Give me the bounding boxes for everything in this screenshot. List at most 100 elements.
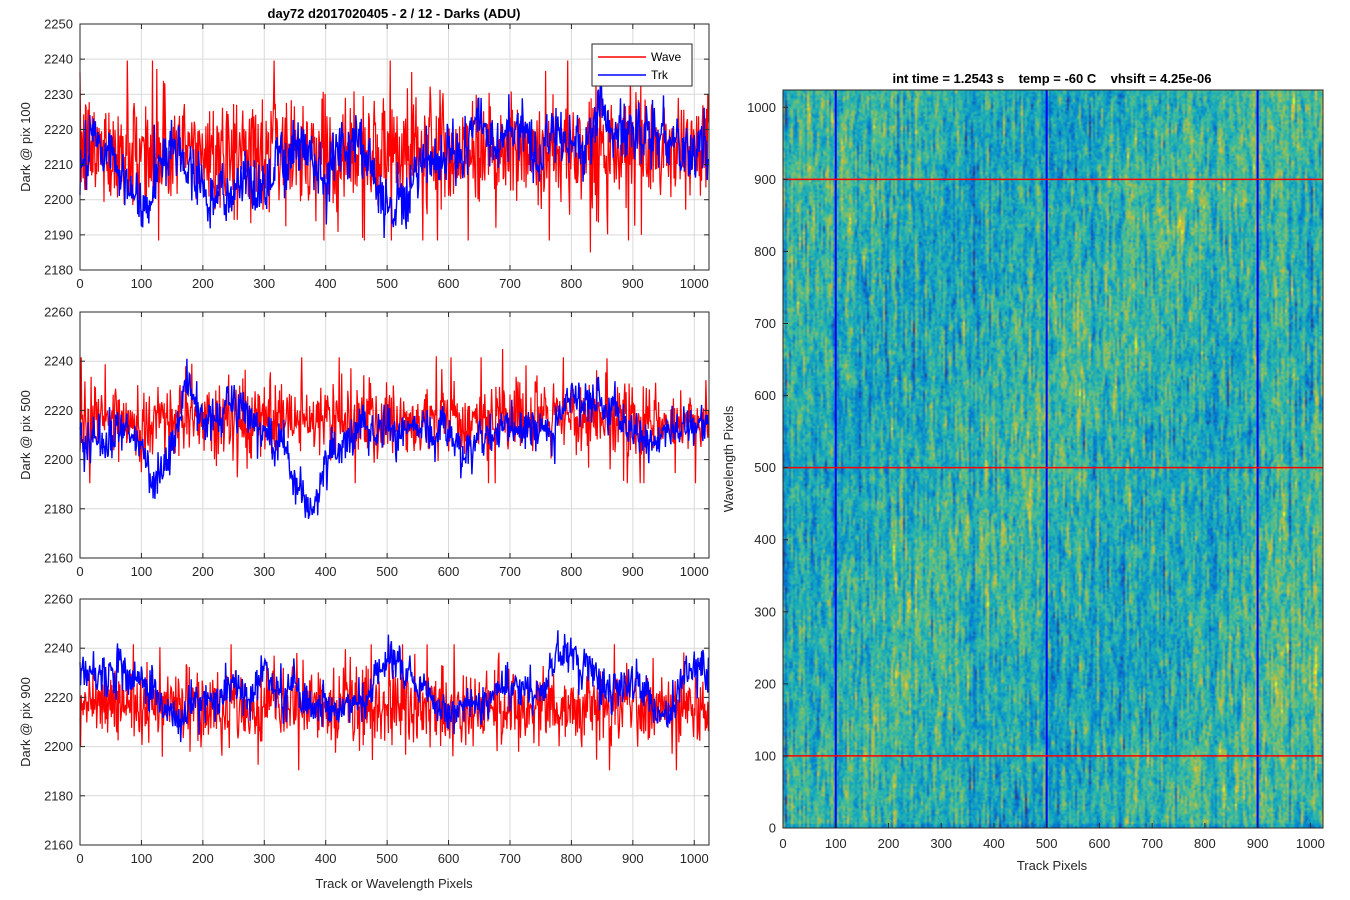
x-tick-label: 900: [622, 851, 644, 866]
figure-title: day72 d2017020405 - 2 / 12 - Darks (ADU): [268, 6, 521, 21]
y-tick-label: 2180: [44, 501, 73, 516]
x-tick-label: 800: [561, 276, 583, 291]
subplot-pix-100: 0 100 200 300 400 500 600 700 800 900 1000 2180 219…: [18, 6, 710, 291]
x-tick-label: 300: [253, 276, 275, 291]
y-tick-label: 2220: [44, 122, 73, 137]
x-tick-label: 200: [192, 851, 214, 866]
y-tick-label: 2260: [44, 592, 73, 607]
x-tick-label: 200: [192, 564, 214, 579]
x-tick-label: 700: [1141, 836, 1163, 851]
x-tick-label: 1000: [680, 851, 709, 866]
series-trk-pix-500: [79, 358, 710, 520]
x-tick-label: 100: [131, 851, 153, 866]
y-tick-label: 2190: [44, 227, 73, 242]
series-wave-pix-100: [79, 60, 709, 253]
ytick-labels-pix-100: 2180 2190 2200 2210 2220 2230 2240 2250: [44, 17, 709, 278]
legend-box: [591, 43, 693, 87]
x-tick-label: 400: [983, 836, 1005, 851]
x-tick-label: 200: [878, 836, 900, 851]
xtick-labels-pix-900: 0 100 200 300 400 500 600 700 800 900 1000: [76, 599, 709, 866]
y-tick-label: 2260: [44, 305, 73, 320]
axes-box-pix-500: [79, 311, 710, 559]
x-tick-label: 1000: [680, 564, 709, 579]
y-tick-label: 700: [754, 316, 776, 331]
x-tick-label: 500: [376, 276, 398, 291]
ytick-labels-pix-900: 2160 2180 2200 2220 2240 2260: [44, 592, 709, 853]
series-wave-pix-500: [79, 348, 709, 484]
x-tick-label: 300: [253, 851, 275, 866]
y-tick-label: 400: [754, 532, 776, 547]
legend-wave-label: Wave: [651, 50, 682, 64]
y-tick-label: 2160: [44, 838, 73, 853]
y-tick-label: 2180: [44, 788, 73, 803]
x-tick-label: 700: [499, 851, 521, 866]
x-tick-label: 900: [622, 276, 644, 291]
x-tick-label: 600: [438, 276, 460, 291]
series-trk-line: [79, 358, 710, 520]
legend: Wave Trk: [591, 43, 693, 87]
heatmap-image: [783, 90, 1323, 828]
legend-trk-label: Trk: [651, 68, 669, 82]
x-tick-label: 300: [253, 564, 275, 579]
y-tick-label: 1000: [747, 100, 776, 115]
x-tick-label: 100: [131, 564, 153, 579]
x-tick-label: 500: [376, 851, 398, 866]
x-tick-label: 600: [438, 851, 460, 866]
ylabel-pix-100: Dark @ pix 100: [18, 102, 33, 192]
y-tick-label: 0: [769, 821, 776, 836]
heatmap-title: int time = 1.2543 s temp = -60 C vhsift …: [892, 71, 1211, 86]
heatmap-ytick-labels: 0 100 200 300 400 500 600 700 800 900 1000: [747, 100, 788, 836]
series-trk-pix-100: [79, 83, 710, 239]
heatmap-xlabel: Track Pixels: [1017, 858, 1088, 873]
y-tick-label: 800: [754, 244, 776, 259]
y-tick-label: 500: [754, 460, 776, 475]
x-tick-label: 500: [376, 564, 398, 579]
x-tick-label: 700: [499, 276, 521, 291]
y-tick-label: 2200: [44, 192, 73, 207]
xtick-labels-pix-100: 0 100 200 300 400 500 600 700 800 900 1000: [76, 24, 709, 291]
x-tick-label: 800: [561, 564, 583, 579]
y-tick-label: 600: [754, 388, 776, 403]
series-trk-line: [79, 83, 710, 239]
heatmap-image-frame: [783, 90, 1323, 828]
ytick-labels-pix-500: 2160 2180 2200 2220 2240 2260: [44, 305, 709, 566]
x-tick-label: 1000: [680, 276, 709, 291]
x-tick-label: 900: [622, 564, 644, 579]
subplot-pix-500: 0 100 200 300 400 500 600 700 800 900 1000 2160 218…: [18, 305, 710, 579]
y-tick-label: 2220: [44, 403, 73, 418]
x-tick-label: 800: [1194, 836, 1216, 851]
x-tick-label: 500: [1036, 836, 1058, 851]
y-tick-label: 2240: [44, 641, 73, 656]
x-tick-label: 400: [315, 851, 337, 866]
series-trk-line: [79, 630, 710, 743]
x-tick-label: 300: [930, 836, 952, 851]
y-tick-label: 100: [754, 748, 776, 763]
x-tick-label: 400: [315, 564, 337, 579]
x-tick-label: 0: [76, 564, 83, 579]
x-tick-label: 200: [192, 276, 214, 291]
x-tick-label: 1000: [1296, 836, 1325, 851]
x-tick-label: 100: [825, 836, 847, 851]
x-tick-label: 900: [1247, 836, 1269, 851]
x-tick-label: 0: [76, 276, 83, 291]
axes-box-pix-900: [79, 598, 710, 846]
series-wave-line: [79, 348, 709, 484]
y-tick-label: 2180: [44, 263, 73, 278]
y-tick-label: 2210: [44, 157, 73, 172]
y-tick-label: 2250: [44, 17, 73, 32]
y-tick-label: 300: [754, 604, 776, 619]
x-tick-label: 0: [76, 851, 83, 866]
subplot-pix-900: 0 100 200 300 400 500 600 700 800 900 1000 2160 218…: [18, 592, 710, 891]
subplot-heatmap: int time = 1.2543 s temp = -60 C vhsift …: [721, 71, 1325, 873]
x-tick-label: 600: [1089, 836, 1111, 851]
y-tick-label: 2240: [44, 52, 73, 67]
ylabel-pix-900: Dark @ pix 900: [18, 677, 33, 767]
series-trk-pix-900: [79, 630, 710, 743]
y-tick-label: 2200: [44, 452, 73, 467]
ylabel-pix-500: Dark @ pix 500: [18, 390, 33, 480]
series-wave-line: [79, 60, 709, 253]
heatmap-marker-lines: [783, 90, 1323, 828]
y-tick-label: 200: [754, 676, 776, 691]
x-tick-label: 800: [561, 851, 583, 866]
